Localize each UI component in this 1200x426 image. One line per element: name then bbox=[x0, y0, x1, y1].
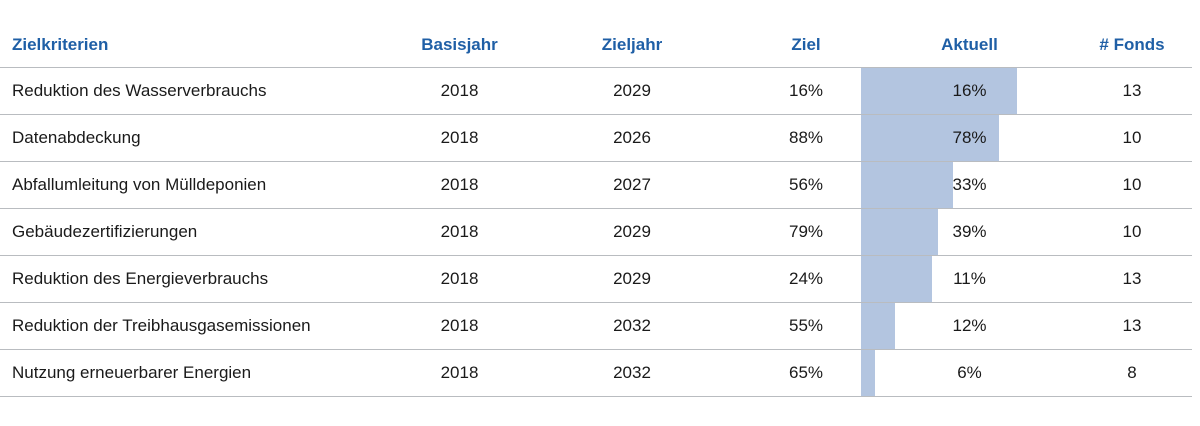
header-fonds: # Fonds bbox=[1099, 34, 1165, 54]
header-zielkriterien: Zielkriterien bbox=[12, 34, 109, 54]
header-basisjahr: Basisjahr bbox=[421, 34, 498, 54]
table-row: Reduktion der Treibhausgasemissionen 2018… bbox=[0, 303, 1192, 350]
cell-zielkriterium: Nutzung erneuerbarer Energien bbox=[12, 363, 252, 382]
table-row: Datenabdeckung 2018 2026 88% 78% 10 bbox=[0, 115, 1192, 162]
cell-basisjahr: 2018 bbox=[440, 128, 479, 147]
cell-fonds: 13 bbox=[1122, 81, 1142, 100]
cell-basisjahr: 2018 bbox=[440, 269, 479, 288]
progress-bar bbox=[861, 209, 938, 255]
cell-fonds: 10 bbox=[1122, 222, 1142, 241]
progress-bar bbox=[861, 256, 932, 302]
table-row: Gebäudezertifizierungen 2018 2029 79% 39% 10 bbox=[0, 209, 1192, 256]
progress-bar bbox=[861, 303, 895, 349]
cell-basisjahr: 2018 bbox=[440, 222, 479, 241]
cell-basisjahr: 2018 bbox=[440, 175, 479, 194]
table-row: Reduktion des Energieverbrauchs 2018 2029 2… bbox=[0, 256, 1192, 303]
cell-ziel: 79% bbox=[788, 222, 824, 241]
cell-fonds: 8 bbox=[1127, 363, 1137, 382]
cell-aktuell: 78% bbox=[952, 128, 987, 147]
cell-aktuell: 39% bbox=[952, 222, 987, 241]
cell-aktuell: 11% bbox=[953, 269, 986, 288]
cell-aktuell: 33% bbox=[952, 175, 987, 194]
cell-zielkriterium: Reduktion des Wasserverbrauchs bbox=[12, 81, 267, 100]
table-row: Abfallumleitung von Mülldeponien 2018 2027… bbox=[0, 162, 1192, 209]
cell-fonds: 10 bbox=[1122, 128, 1142, 147]
cell-fonds: 13 bbox=[1122, 269, 1142, 288]
cell-zieljahr: 2029 bbox=[613, 222, 651, 241]
progress-bar bbox=[861, 350, 875, 396]
header-aktuell: Aktuell bbox=[941, 34, 998, 54]
cell-fonds: 13 bbox=[1122, 316, 1142, 335]
cell-zieljahr: 2026 bbox=[613, 128, 651, 147]
header-ziel: Ziel bbox=[791, 34, 821, 54]
cell-zielkriterium: Datenabdeckung bbox=[12, 128, 141, 147]
cell-fonds: 10 bbox=[1122, 175, 1142, 194]
progress-bar bbox=[861, 115, 999, 161]
cell-ziel: 56% bbox=[788, 175, 824, 194]
cell-basisjahr: 2018 bbox=[440, 81, 479, 100]
cell-zielkriterium: Reduktion der Treibhausgasemissionen bbox=[12, 316, 311, 335]
table-row: Reduktion des Wasserverbrauchs 2018 2029 16… bbox=[0, 68, 1192, 115]
cell-ziel: 55% bbox=[788, 316, 824, 335]
cell-basisjahr: 2018 bbox=[440, 316, 479, 335]
cell-ziel: 24% bbox=[788, 269, 824, 288]
goals-table: Zielkriterien Basisjahr Zieljahr Ziel Ak… bbox=[0, 22, 1192, 397]
cell-aktuell: 6% bbox=[957, 363, 982, 382]
header-zieljahr: Zieljahr bbox=[601, 34, 663, 54]
cell-ziel: 65% bbox=[788, 363, 824, 382]
cell-ziel: 16% bbox=[788, 81, 824, 100]
cell-zielkriterium: Reduktion des Energieverbrauchs bbox=[12, 269, 269, 288]
progress-bar bbox=[861, 162, 953, 208]
cell-ziel: 88% bbox=[788, 128, 824, 147]
table-row: Nutzung erneuerbarer Energien 2018 2032 65%… bbox=[0, 350, 1192, 397]
cell-zieljahr: 2032 bbox=[613, 363, 651, 382]
cell-zielkriterium: Abfallumleitung von Mülldeponien bbox=[12, 175, 267, 194]
cell-basisjahr: 2018 bbox=[440, 363, 479, 382]
table-header: Zielkriterien Basisjahr Zieljahr Ziel Ak… bbox=[0, 22, 1192, 68]
cell-zielkriterium: Gebäudezertifizierungen bbox=[12, 222, 198, 241]
cell-aktuell: 12% bbox=[952, 316, 987, 335]
cell-aktuell: 16% bbox=[952, 81, 987, 100]
progress-bar bbox=[861, 68, 1017, 114]
cell-zieljahr: 2032 bbox=[613, 316, 651, 335]
cell-zieljahr: 2027 bbox=[613, 175, 651, 194]
cell-zieljahr: 2029 bbox=[613, 269, 651, 288]
cell-zieljahr: 2029 bbox=[613, 81, 651, 100]
table-body: Reduktion des Wasserverbrauchs 2018 2029 16… bbox=[0, 68, 1192, 397]
